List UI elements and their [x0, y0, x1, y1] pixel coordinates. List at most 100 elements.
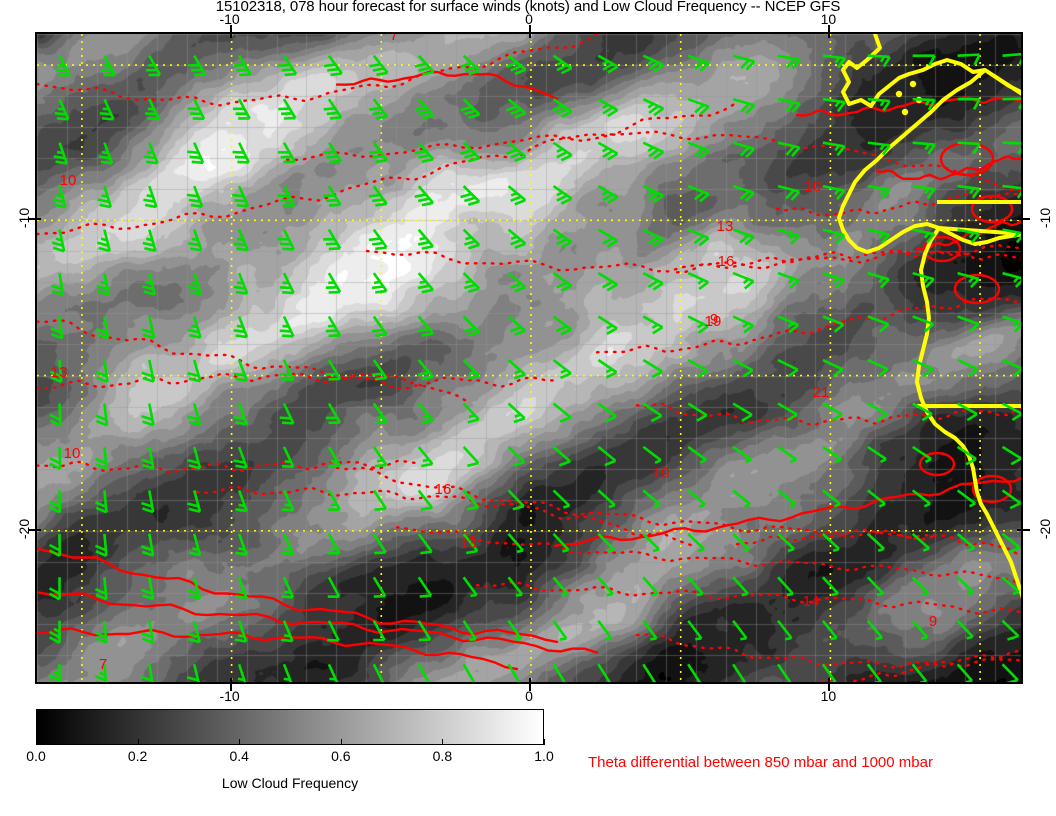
wind-barb [642, 445, 662, 464]
wind-barb [417, 576, 433, 598]
wind-barb-full [189, 155, 201, 160]
wind-barb [417, 489, 434, 511]
wind-barb-shaft [372, 402, 388, 423]
wind-barb-full [141, 458, 153, 465]
wind-barb-full [48, 592, 61, 601]
wind-barb [371, 272, 388, 294]
wind-barb-half [924, 457, 932, 464]
wind-barb-full [745, 104, 756, 115]
contour-label: 10 [60, 172, 77, 189]
wind-barb-full [49, 413, 61, 422]
wind-barb [417, 228, 434, 250]
wind-barb-shaft [417, 620, 432, 641]
wind-barb-half [697, 278, 705, 285]
wind-barb-full [973, 54, 981, 66]
wind-barb [687, 620, 703, 641]
wind-barb [95, 446, 108, 470]
wind-barb [368, 228, 388, 251]
wind-barb-shaft [103, 446, 108, 469]
wind-barb [507, 489, 525, 511]
wind-barb-full [421, 462, 433, 468]
wind-barb-full [420, 550, 432, 555]
wind-barb-shaft [776, 619, 793, 639]
contour-label: 7 [99, 656, 107, 673]
wind-barb-half [419, 236, 427, 241]
wind-barb-full [48, 587, 61, 595]
wind-barb-half [563, 504, 570, 509]
wind-barb-shaft [687, 184, 710, 196]
wind-barb-full [329, 116, 342, 120]
wind-barb-full [604, 459, 616, 467]
wind-barb-full [95, 593, 107, 601]
wind-barb-shaft [417, 402, 434, 422]
wind-barb-shaft [417, 576, 433, 597]
wind-barb-full [693, 191, 705, 201]
wind-barb [142, 229, 157, 252]
wind-barb-shaft [103, 533, 108, 556]
wind-barb-shaft [866, 532, 885, 550]
wind-barb [48, 577, 61, 601]
wind-barb-full [233, 63, 245, 67]
wind-barb [822, 402, 843, 422]
wind-barb-full [556, 63, 568, 72]
wind-barb-shaft [732, 358, 754, 372]
wind-barb-half [696, 592, 704, 597]
wind-barb-full [95, 506, 108, 514]
wind-barb [911, 532, 931, 552]
x-tick-bottom: -10 [219, 688, 240, 704]
wind-barb [732, 141, 756, 158]
wind-barb [187, 98, 206, 121]
wind-barb-full [235, 421, 247, 426]
wind-barb-half [695, 637, 702, 641]
wind-barb-half [192, 547, 199, 552]
y-tick-right: -10 [1037, 208, 1054, 229]
wind-barb-shaft [192, 359, 202, 382]
wind-barb [822, 141, 846, 157]
wind-barb-full [49, 419, 62, 427]
wind-barb-full [417, 327, 430, 333]
wind-barb [642, 54, 665, 73]
wind-barb-full [95, 414, 107, 422]
wind-barb-full [237, 160, 249, 164]
wind-barb-half [969, 187, 976, 194]
wind-barb-shaft [597, 184, 619, 199]
wind-barb-shaft [372, 576, 387, 597]
wind-barb-full [142, 284, 154, 291]
wind-barb-full [418, 110, 430, 116]
wind-barb-full [323, 107, 336, 111]
wind-barb [279, 402, 295, 425]
wind-barb-full [187, 150, 199, 155]
wind-barb-full [281, 377, 294, 382]
wind-barb-full [51, 241, 64, 247]
wind-barb [460, 141, 481, 163]
wind-barb-shaft [777, 184, 800, 193]
wind-barb-shaft [642, 228, 664, 241]
wind-barb-full [510, 64, 522, 72]
wind-barb-shaft [956, 532, 976, 550]
wind-barb-full [421, 332, 434, 337]
wind-barb-full [188, 420, 201, 426]
wind-barb-shaft [597, 445, 617, 462]
wind-barb [50, 316, 64, 340]
wind-barb-full [420, 506, 433, 511]
wind-barb-full [505, 104, 518, 112]
wind-barb-shaft [237, 533, 248, 556]
wind-barb-shaft [866, 489, 886, 505]
wind-barb [323, 141, 342, 164]
wind-barb-full [186, 632, 199, 639]
wind-barb-shaft [1002, 97, 1021, 101]
wind-barb [732, 663, 747, 682]
wind-barb [732, 315, 754, 334]
wind-barb [957, 97, 981, 110]
wind-barb-shaft [777, 489, 796, 506]
wind-barb-shaft [867, 315, 889, 326]
wind-barb [281, 446, 295, 469]
wind-barb-full [141, 414, 153, 421]
colorbar-tick: 0.6 [331, 748, 351, 764]
wind-barbs [48, 52, 1021, 682]
wind-barb-full [790, 146, 801, 157]
wind-barb-half [831, 592, 839, 597]
wind-barb-half [879, 55, 886, 63]
wind-barb [233, 229, 249, 252]
wind-barb [1001, 532, 1021, 554]
